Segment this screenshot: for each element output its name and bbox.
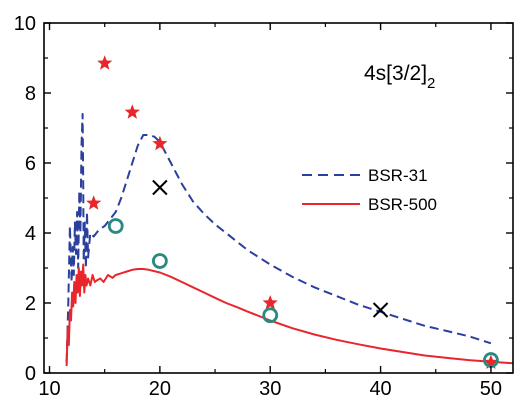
legend: BSR-31 BSR-500: [302, 166, 437, 214]
y-tick-label-8: 8: [25, 83, 36, 105]
series-line-bsr-500: [65, 263, 513, 367]
state-annotation: 4s[3/2]2: [364, 62, 435, 92]
star-marker-0: [86, 195, 102, 210]
y-tick-label-4: 4: [25, 223, 36, 245]
legend-label-bsr31: BSR-31: [368, 166, 428, 185]
x-tick-label-30: 30: [259, 378, 281, 400]
legend-label-bsr500: BSR-500: [368, 195, 437, 214]
plot-frame: [43, 22, 514, 374]
circle-marker-0: [107, 218, 124, 234]
cross-marker-0-b: [152, 179, 168, 196]
cross-marker-1-b: [372, 302, 389, 318]
axes-layer: 10 20 30 40 50 0 2 4 6 8 10: [14, 13, 513, 400]
x-tick-label-50: 50: [480, 378, 502, 400]
cross-marker-0: [152, 179, 168, 196]
series-line-bsr-31: [65, 113, 492, 363]
y-tick-label-6: 6: [25, 153, 36, 175]
cross-marker-1: [372, 302, 389, 318]
x-tick-label-40: 40: [369, 378, 391, 400]
state-annotation-main: 4s[3/2]: [364, 62, 427, 85]
y-tick-label-0: 0: [25, 363, 36, 385]
star-marker-1: [97, 55, 113, 70]
x-tick-label-20: 20: [149, 378, 171, 400]
circle-marker-1: [151, 253, 168, 269]
y-tick-label-10: 10: [14, 13, 36, 35]
y-tick-label-2: 2: [25, 293, 36, 315]
star-marker-3: [152, 135, 168, 151]
curves-layer: [65, 113, 513, 367]
star-marker-5: [483, 354, 499, 369]
x-tick-label-10: 10: [38, 378, 60, 400]
star-marker-4: [262, 295, 278, 310]
markers-layer: [86, 55, 499, 369]
star-marker-2: [124, 104, 140, 119]
state-annotation-subscript: 2: [427, 75, 435, 92]
circle-marker-2: [262, 307, 279, 324]
